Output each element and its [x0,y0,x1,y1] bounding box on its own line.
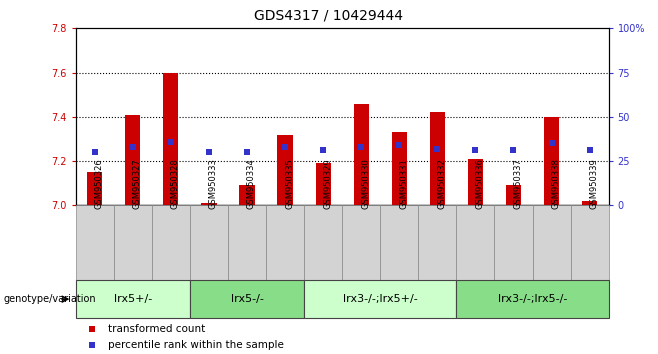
Text: lrx5+/-: lrx5+/- [114,294,152,304]
Bar [342,205,380,280]
Bar [304,280,457,318]
Text: GDS4317 / 10429444: GDS4317 / 10429444 [255,9,403,23]
Bar [380,205,418,280]
Bar [240,185,255,205]
Bar [494,205,532,280]
Bar [278,135,293,205]
Text: GSM950333: GSM950333 [209,158,218,209]
Bar [468,159,483,205]
Bar [87,172,102,205]
Bar [76,205,114,280]
Bar [570,205,609,280]
Bar [430,113,445,205]
Text: GSM950326: GSM950326 [95,158,104,209]
Bar [190,205,228,280]
Bar [353,103,368,205]
Bar [125,115,140,205]
Text: GSM950327: GSM950327 [133,158,141,209]
Text: genotype/variation: genotype/variation [3,294,96,304]
Text: GSM950334: GSM950334 [247,158,256,209]
Bar [457,280,609,318]
Text: GSM950330: GSM950330 [361,158,370,209]
Bar [532,205,570,280]
Text: percentile rank within the sample: percentile rank within the sample [108,340,284,350]
Bar [506,185,521,205]
Bar [544,117,559,205]
Bar [392,132,407,205]
Bar [228,205,266,280]
Bar [152,205,190,280]
Bar [201,203,216,205]
Text: GSM950329: GSM950329 [323,158,332,209]
Bar [76,280,190,318]
Text: lrx5-/-: lrx5-/- [230,294,263,304]
Text: GSM950332: GSM950332 [438,158,446,209]
Text: GSM950336: GSM950336 [475,158,484,209]
Bar [163,73,178,205]
Text: transformed count: transformed count [108,324,205,334]
Bar [315,163,331,205]
Text: GSM950338: GSM950338 [551,158,561,209]
Bar [418,205,457,280]
Text: lrx3-/-;lrx5-/-: lrx3-/-;lrx5-/- [498,294,567,304]
Bar [582,201,597,205]
Text: GSM950328: GSM950328 [171,158,180,209]
Text: lrx3-/-;lrx5+/-: lrx3-/-;lrx5+/- [343,294,418,304]
Bar [190,280,304,318]
Bar [114,205,152,280]
Text: GSM950337: GSM950337 [513,158,522,209]
Bar [304,205,342,280]
Bar [266,205,304,280]
Bar [457,205,494,280]
Text: GSM950339: GSM950339 [590,158,599,209]
Text: GSM950335: GSM950335 [285,158,294,209]
Text: GSM950331: GSM950331 [399,158,408,209]
